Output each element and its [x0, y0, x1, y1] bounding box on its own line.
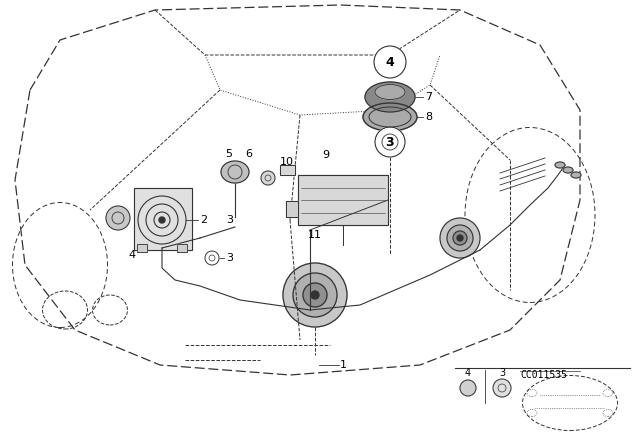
Circle shape [457, 235, 463, 241]
Text: 5: 5 [225, 149, 232, 159]
Text: 11: 11 [308, 230, 322, 240]
Bar [134, 188, 192, 250]
Text: 6: 6 [246, 149, 253, 159]
Circle shape [460, 380, 476, 396]
Bar [137, 244, 147, 252]
Text: 9: 9 [322, 150, 329, 160]
Bar [137, 244, 147, 252]
Ellipse shape [363, 103, 417, 131]
Circle shape [311, 291, 319, 299]
Text: 8: 8 [425, 112, 432, 122]
Text: 1: 1 [339, 360, 346, 370]
Bar [298, 175, 388, 225]
Circle shape [303, 283, 327, 307]
Circle shape [159, 217, 165, 223]
Bar [134, 188, 192, 250]
Text: 2: 2 [200, 215, 207, 225]
Circle shape [293, 273, 337, 317]
Text: 4: 4 [465, 368, 471, 378]
Circle shape [138, 196, 186, 244]
Text: 3: 3 [499, 368, 505, 378]
Circle shape [453, 231, 467, 245]
Bar [177, 244, 187, 252]
Ellipse shape [571, 172, 581, 178]
Bar [286, 201, 298, 217]
Ellipse shape [555, 162, 565, 168]
Circle shape [146, 204, 178, 236]
Circle shape [447, 225, 473, 251]
Circle shape [261, 171, 275, 185]
Circle shape [375, 127, 405, 157]
Bar [280, 165, 295, 175]
Ellipse shape [221, 161, 249, 183]
Ellipse shape [375, 85, 405, 99]
Text: 4: 4 [129, 250, 136, 260]
Text: 10: 10 [280, 157, 294, 167]
Circle shape [493, 379, 511, 397]
Circle shape [205, 251, 219, 265]
Bar [280, 165, 295, 175]
Text: 3: 3 [226, 253, 233, 263]
Circle shape [106, 206, 130, 230]
Text: 7: 7 [425, 92, 432, 102]
Circle shape [374, 46, 406, 78]
Text: 3: 3 [227, 215, 234, 225]
Circle shape [154, 212, 170, 228]
Bar [286, 201, 298, 217]
Ellipse shape [563, 167, 573, 173]
Text: 4: 4 [386, 56, 394, 69]
Text: 3: 3 [386, 135, 394, 148]
Bar [298, 175, 388, 225]
Circle shape [440, 218, 480, 258]
Text: CC011535: CC011535 [520, 370, 567, 380]
Circle shape [283, 263, 347, 327]
Bar [177, 244, 187, 252]
Ellipse shape [365, 82, 415, 112]
